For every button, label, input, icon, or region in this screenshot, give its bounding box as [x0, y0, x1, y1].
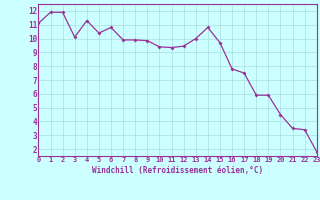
X-axis label: Windchill (Refroidissement éolien,°C): Windchill (Refroidissement éolien,°C) — [92, 166, 263, 175]
